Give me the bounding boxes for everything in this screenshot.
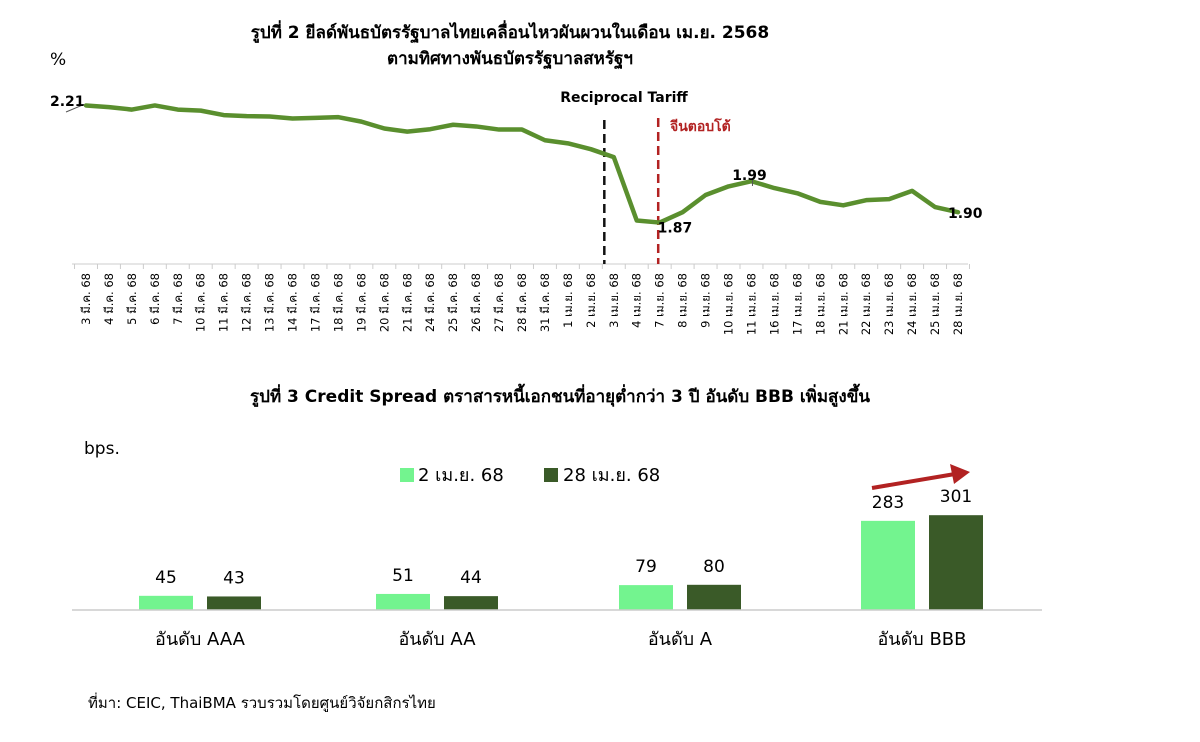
legend-swatch-series-2 [544,468,558,482]
source-note: ที่มา: CEIC, ThaiBMA รวบรวมโดยศูนย์วิจัย… [88,692,436,712]
x-tick-label: 17 มี.ค. 68 [308,273,322,332]
bar-value-label: 45 [155,568,177,588]
x-tick-label: 16 เม.ย. 68 [767,273,781,335]
line-chart-title: รูปที่ 2 ยีลด์พันธบัตรรัฐบาลไทยเคลื่อนไห… [251,20,769,44]
bar [619,585,673,610]
x-tick-label: 13 มี.ค. 68 [263,273,277,332]
line-chart-x-tick-labels: 3 มี.ค. 68 4 มี.ค. 68 5 มี.ค. 68 6 มี.ค. 68… [79,273,965,335]
bar-chart-y-label: bps. [84,439,120,459]
bar-chart-bars [139,515,983,610]
x-tick-label: 1 เม.ย. 68 [561,273,575,328]
x-tick-label: 26 มี.ค. 68 [469,273,483,332]
x-tick-label: 28 มี.ค. 68 [515,273,529,332]
low-value-label: 1.87 [658,221,693,237]
x-tick-label: 11 มี.ค. 68 [217,273,231,332]
bar [207,596,261,610]
bar-chart-data-labels: 45 43 51 44 79 80 283 301 [155,487,972,588]
bar [929,515,983,610]
x-tick-label: 28 เม.ย. 68 [951,273,965,335]
bar-value-label: 43 [223,568,245,588]
x-tick-label: 24 มี.ค. 68 [423,273,437,332]
reciprocal-tariff-label: Reciprocal Tariff [560,90,688,106]
x-tick-label: 24 เม.ย. 68 [905,273,919,335]
x-tick-label: 10 มี.ค. 68 [194,273,208,332]
thai-gov-bond-yield-line [83,103,961,225]
line-chart-y-label: % [50,50,66,70]
bar-category-label: อันดับ BBB [878,629,967,650]
bar-value-label: 44 [460,568,482,588]
x-tick-label: 17 เม.ย. 68 [790,273,804,335]
bar [687,584,741,610]
bar-category-label: อันดับ AAA [155,629,246,650]
x-tick-label: 11 เม.ย. 68 [744,273,758,335]
bar [861,520,915,610]
x-tick-label: 20 มี.ค. 68 [377,273,391,332]
legend-label-series-2: 28 เม.ย. 68 [563,465,660,486]
bar [139,595,193,610]
last-value-label: 1.90 [948,206,983,222]
first-value-label: 2.21 [50,94,85,110]
increase-arrow-shaft [871,472,956,490]
x-tick-label: 9 เม.ย. 68 [699,273,713,328]
bar-chart: รูปที่ 3 Credit Spread ตราสารหนี้เอกชนที… [72,383,1042,650]
bar [376,593,430,610]
x-tick-label: 3 เม.ย. 68 [607,273,621,328]
x-tick-label: 8 เม.ย. 68 [676,273,690,328]
x-tick-label: 2 เม.ย. 68 [584,273,598,328]
x-tick-label: 7 เม.ย. 68 [653,273,667,328]
china-retaliation-label: จีนตอบโต้ [669,117,731,135]
line-chart-x-ticks [74,264,970,269]
increase-arrow-icon [950,464,970,484]
x-tick-label: 14 มี.ค. 68 [286,273,300,332]
x-tick-label: 3 มี.ค. 68 [79,273,93,325]
x-tick-label: 6 มี.ค. 68 [148,273,162,325]
bar-value-label: 80 [703,557,725,577]
line-chart-subtitle: ตามทิศทางพันธบัตรรัฐบาลสหรัฐฯ [387,49,633,70]
x-tick-label: 18 เม.ย. 68 [813,273,827,335]
legend-swatch-series-1 [400,468,414,482]
bar-value-label: 79 [635,557,657,577]
x-tick-label: 21 เม.ย. 68 [836,273,850,335]
x-tick-label: 27 มี.ค. 68 [492,273,506,332]
x-tick-label: 25 มี.ค. 68 [446,273,460,332]
x-tick-label: 25 เม.ย. 68 [928,273,942,335]
legend-label-series-1: 2 เม.ย. 68 [418,465,504,486]
bar-value-label: 51 [392,566,414,586]
x-tick-label: 23 เม.ย. 68 [882,273,896,335]
bar-chart-category-labels: อันดับ AAA อันดับ AA อันดับ A อันดับ BBB [155,629,966,650]
mid-value-label: 1.99 [732,168,767,184]
x-tick-label: 5 มี.ค. 68 [125,273,139,325]
x-tick-label: 18 มี.ค. 68 [331,273,345,332]
x-tick-label: 12 มี.ค. 68 [240,273,254,332]
bar-value-label: 283 [872,493,904,513]
bar-category-label: อันดับ AA [398,629,476,650]
x-tick-label: 4 มี.ค. 68 [102,273,116,325]
first-value-leader-line [65,103,85,113]
bar-value-label: 301 [940,487,972,507]
x-tick-label: 7 มี.ค. 68 [171,273,185,325]
line-chart: รูปที่ 2 ยีลด์พันธบัตรรัฐบาลไทยเคลื่อนไห… [50,20,983,335]
x-tick-label: 19 มี.ค. 68 [354,273,368,332]
x-tick-label: 4 เม.ย. 68 [630,273,644,328]
x-tick-label: 21 มี.ค. 68 [400,273,414,332]
x-tick-label: 10 เม.ย. 68 [722,273,736,335]
x-tick-label: 22 เม.ย. 68 [859,273,873,335]
bar-chart-title: รูปที่ 3 Credit Spread ตราสารหนี้เอกชนที… [250,383,870,408]
x-tick-label: 31 มี.ค. 68 [538,273,552,332]
bar [444,596,498,610]
bar-category-label: อันดับ A [648,629,713,650]
